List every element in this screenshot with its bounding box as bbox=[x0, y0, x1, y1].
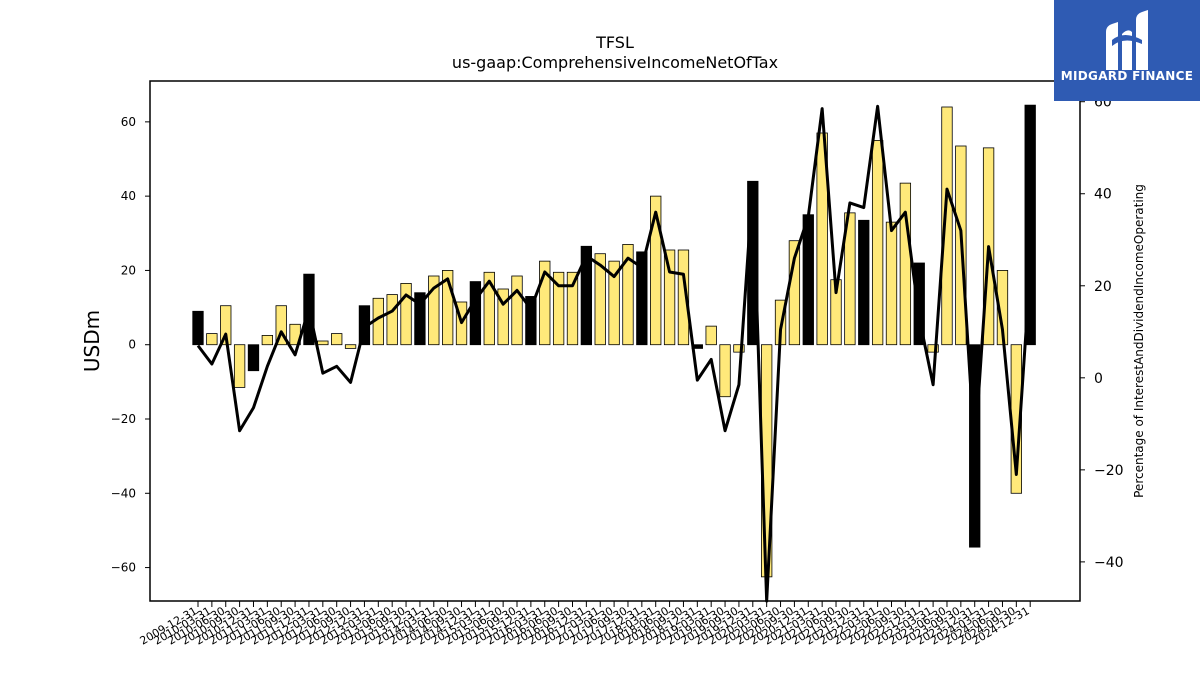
bar-2016-12-31 bbox=[580, 245, 593, 346]
bar-2010-06-30 bbox=[220, 305, 232, 346]
bar-2021-03-31 bbox=[816, 132, 828, 346]
y-tick-label: 0 bbox=[128, 338, 136, 352]
bar-2015-03-31 bbox=[483, 271, 495, 346]
bar-2010-03-31 bbox=[206, 333, 218, 346]
y-axis-label-right: Percentage of InterestAndDividendIncomeO… bbox=[1132, 184, 1146, 498]
bar-2015-09-30 bbox=[511, 275, 523, 346]
bar-2009-12-31 bbox=[192, 310, 204, 346]
bar-2013-12-31 bbox=[414, 292, 426, 346]
bar-2022-09-30 bbox=[899, 182, 912, 346]
x-axis: 2009-12-312010-03-312010-06-302010-09-30… bbox=[138, 601, 1032, 648]
bar-2010-09-30 bbox=[233, 344, 246, 388]
bar-2021-12-31 bbox=[858, 219, 870, 346]
bar-2012-09-30 bbox=[344, 344, 357, 349]
y-axis-label: USDm bbox=[80, 310, 104, 372]
bar-2016-06-30 bbox=[552, 271, 565, 346]
bar-2012-03-31 bbox=[317, 340, 329, 346]
line-series bbox=[196, 104, 1032, 603]
bar-2017-03-31 bbox=[594, 253, 606, 346]
plot-frame bbox=[149, 80, 1081, 602]
midgard-logo-icon bbox=[1106, 10, 1148, 70]
bar-2022-03-31 bbox=[871, 140, 884, 346]
y-right-tick-label: 40 bbox=[1094, 187, 1112, 203]
bar-2019-03-31 bbox=[705, 325, 717, 346]
bar-2023-06-30 bbox=[941, 106, 953, 346]
bar-2022-12-31 bbox=[913, 262, 925, 346]
bar-2019-09-30 bbox=[733, 344, 745, 353]
y-tick-label: 60 bbox=[121, 115, 136, 129]
percentage-line bbox=[196, 104, 1032, 603]
bar-2015-06-30 bbox=[497, 288, 509, 346]
bar-2015-12-31 bbox=[525, 296, 537, 346]
bar-2024-12-31 bbox=[1024, 104, 1036, 346]
y-axis-left: −60 −40 −20 0 20 40 60 bbox=[111, 115, 150, 575]
bar-2012-06-30 bbox=[331, 333, 343, 346]
bar-2018-06-30 bbox=[663, 249, 676, 346]
y-tick-label: 40 bbox=[121, 189, 136, 203]
bar-2018-09-30 bbox=[677, 249, 690, 346]
y-tick-label: −20 bbox=[111, 412, 136, 426]
bar-2016-03-31 bbox=[539, 260, 551, 346]
bar-2020-12-31 bbox=[802, 214, 814, 346]
bar-2018-03-31 bbox=[650, 195, 662, 346]
bar-2011-03-31 bbox=[261, 335, 274, 346]
brand-logo: MIDGARD FINANCE bbox=[1054, 0, 1200, 101]
bar-2023-03-31 bbox=[927, 344, 939, 353]
bar-2017-06-30 bbox=[608, 260, 620, 346]
bar-2010-12-31 bbox=[247, 344, 260, 372]
bar-2019-06-30 bbox=[719, 344, 731, 398]
y-right-tick-label: −20 bbox=[1094, 463, 1124, 479]
bar-2014-06-30 bbox=[442, 270, 454, 346]
logo-text: MIDGARD FINANCE bbox=[1060, 69, 1194, 83]
bar-2022-06-30 bbox=[885, 221, 898, 346]
bar-2017-09-30 bbox=[622, 244, 634, 346]
chart-title: TFSL bbox=[595, 33, 634, 52]
bar-2017-12-31 bbox=[636, 251, 648, 346]
bar-series bbox=[192, 104, 1036, 578]
y-right-tick-label: 20 bbox=[1094, 279, 1112, 295]
y-tick-label: −40 bbox=[111, 486, 136, 500]
y-right-tick-label: 0 bbox=[1094, 371, 1103, 387]
bar-2013-06-30 bbox=[386, 294, 398, 346]
bar-2021-09-30 bbox=[844, 212, 856, 346]
bar-2013-09-30 bbox=[400, 283, 412, 346]
bar-2014-12-31 bbox=[469, 281, 482, 346]
bar-2011-06-30 bbox=[275, 305, 287, 346]
y-tick-label: −60 bbox=[111, 561, 136, 575]
bar-2014-03-31 bbox=[428, 275, 440, 346]
y-right-tick-label: −40 bbox=[1094, 555, 1124, 571]
chart-subtitle: us-gaap:ComprehensiveIncomeNetOfTax bbox=[452, 53, 778, 72]
y-tick-label: 20 bbox=[121, 263, 136, 277]
bar-2016-09-30 bbox=[566, 271, 579, 346]
